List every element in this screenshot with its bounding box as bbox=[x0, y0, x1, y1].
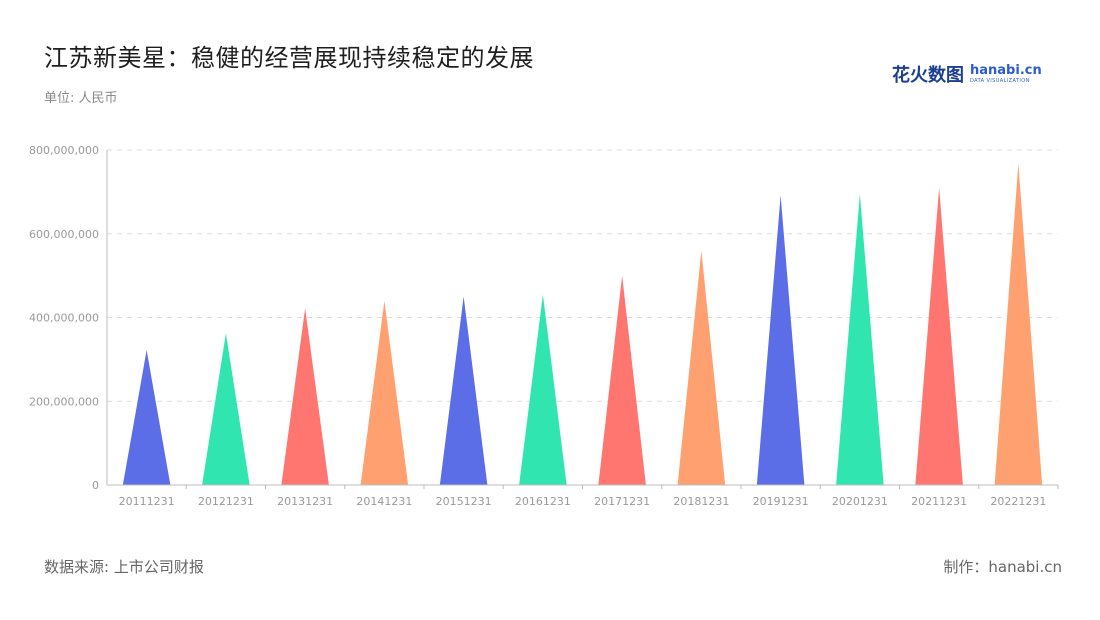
logo-text-en: hanabi.cn bbox=[970, 63, 1042, 78]
credit-note: 制作：hanabi.cn bbox=[943, 558, 1062, 576]
bar-20171231[interactable] bbox=[598, 275, 646, 485]
x-tick-label-20141231: 20141231 bbox=[356, 495, 412, 508]
bar-layer bbox=[122, 163, 1043, 486]
logo-subtitle: DATA VISUALIZATION bbox=[970, 78, 1030, 84]
brand-logo: 花火数图 hanabi.cn DATA VISUALIZATION bbox=[892, 62, 1042, 86]
bar-20221231[interactable] bbox=[994, 163, 1043, 485]
bar-20131231[interactable] bbox=[281, 308, 329, 485]
y-tick-label-3: 600,000,000 bbox=[29, 228, 99, 241]
x-tick-label-20161231: 20161231 bbox=[515, 495, 571, 508]
x-tick-label-20201231: 20201231 bbox=[832, 495, 888, 508]
x-tick-label-20181231: 20181231 bbox=[673, 495, 729, 508]
bar-20151231[interactable] bbox=[439, 296, 488, 485]
y-tick-label-0: 0 bbox=[92, 479, 99, 492]
bar-20141231[interactable] bbox=[360, 300, 409, 485]
axis-layer: 0 200,000,000 400,000,000 600,000,000 800,00… bbox=[29, 144, 1059, 508]
chart-title: 江苏新美星：稳健的经营展现持续稳定的发展 bbox=[44, 44, 534, 72]
x-tick-label-20191231: 20191231 bbox=[753, 495, 809, 508]
grid-layer bbox=[107, 149, 1058, 402]
x-tick-label-20111231: 20111231 bbox=[119, 495, 175, 508]
x-tick-label-20171231: 20171231 bbox=[594, 495, 650, 508]
x-tick-label-20151231: 20151231 bbox=[436, 495, 492, 508]
data-source-note: 数据来源: 上市公司财报 bbox=[44, 558, 204, 576]
bar-20191231[interactable] bbox=[756, 195, 805, 485]
logo-en-wrap: hanabi.cn DATA VISUALIZATION bbox=[970, 64, 1042, 84]
bar-20121231[interactable] bbox=[202, 333, 250, 485]
x-tick-label-20121231: 20121231 bbox=[198, 495, 254, 508]
y-tick-label-2: 400,000,000 bbox=[29, 312, 99, 325]
y-tick-label-4: 800,000,000 bbox=[29, 144, 99, 157]
bar-20201231[interactable] bbox=[836, 193, 884, 485]
x-tick-label-20131231: 20131231 bbox=[277, 495, 333, 508]
y-tick-label-1: 200,000,000 bbox=[29, 395, 99, 408]
x-tick-label-20221231: 20221231 bbox=[990, 495, 1046, 508]
logo-text-cn: 花火数图 bbox=[892, 65, 964, 86]
unit-label: 单位: 人民币 bbox=[44, 91, 118, 106]
bar-20161231[interactable] bbox=[519, 294, 567, 485]
bar-20181231[interactable] bbox=[677, 250, 726, 486]
bar-20111231[interactable] bbox=[122, 350, 171, 485]
bar-20211231[interactable] bbox=[915, 187, 963, 485]
x-tick-label-20211231: 20211231 bbox=[911, 495, 967, 508]
